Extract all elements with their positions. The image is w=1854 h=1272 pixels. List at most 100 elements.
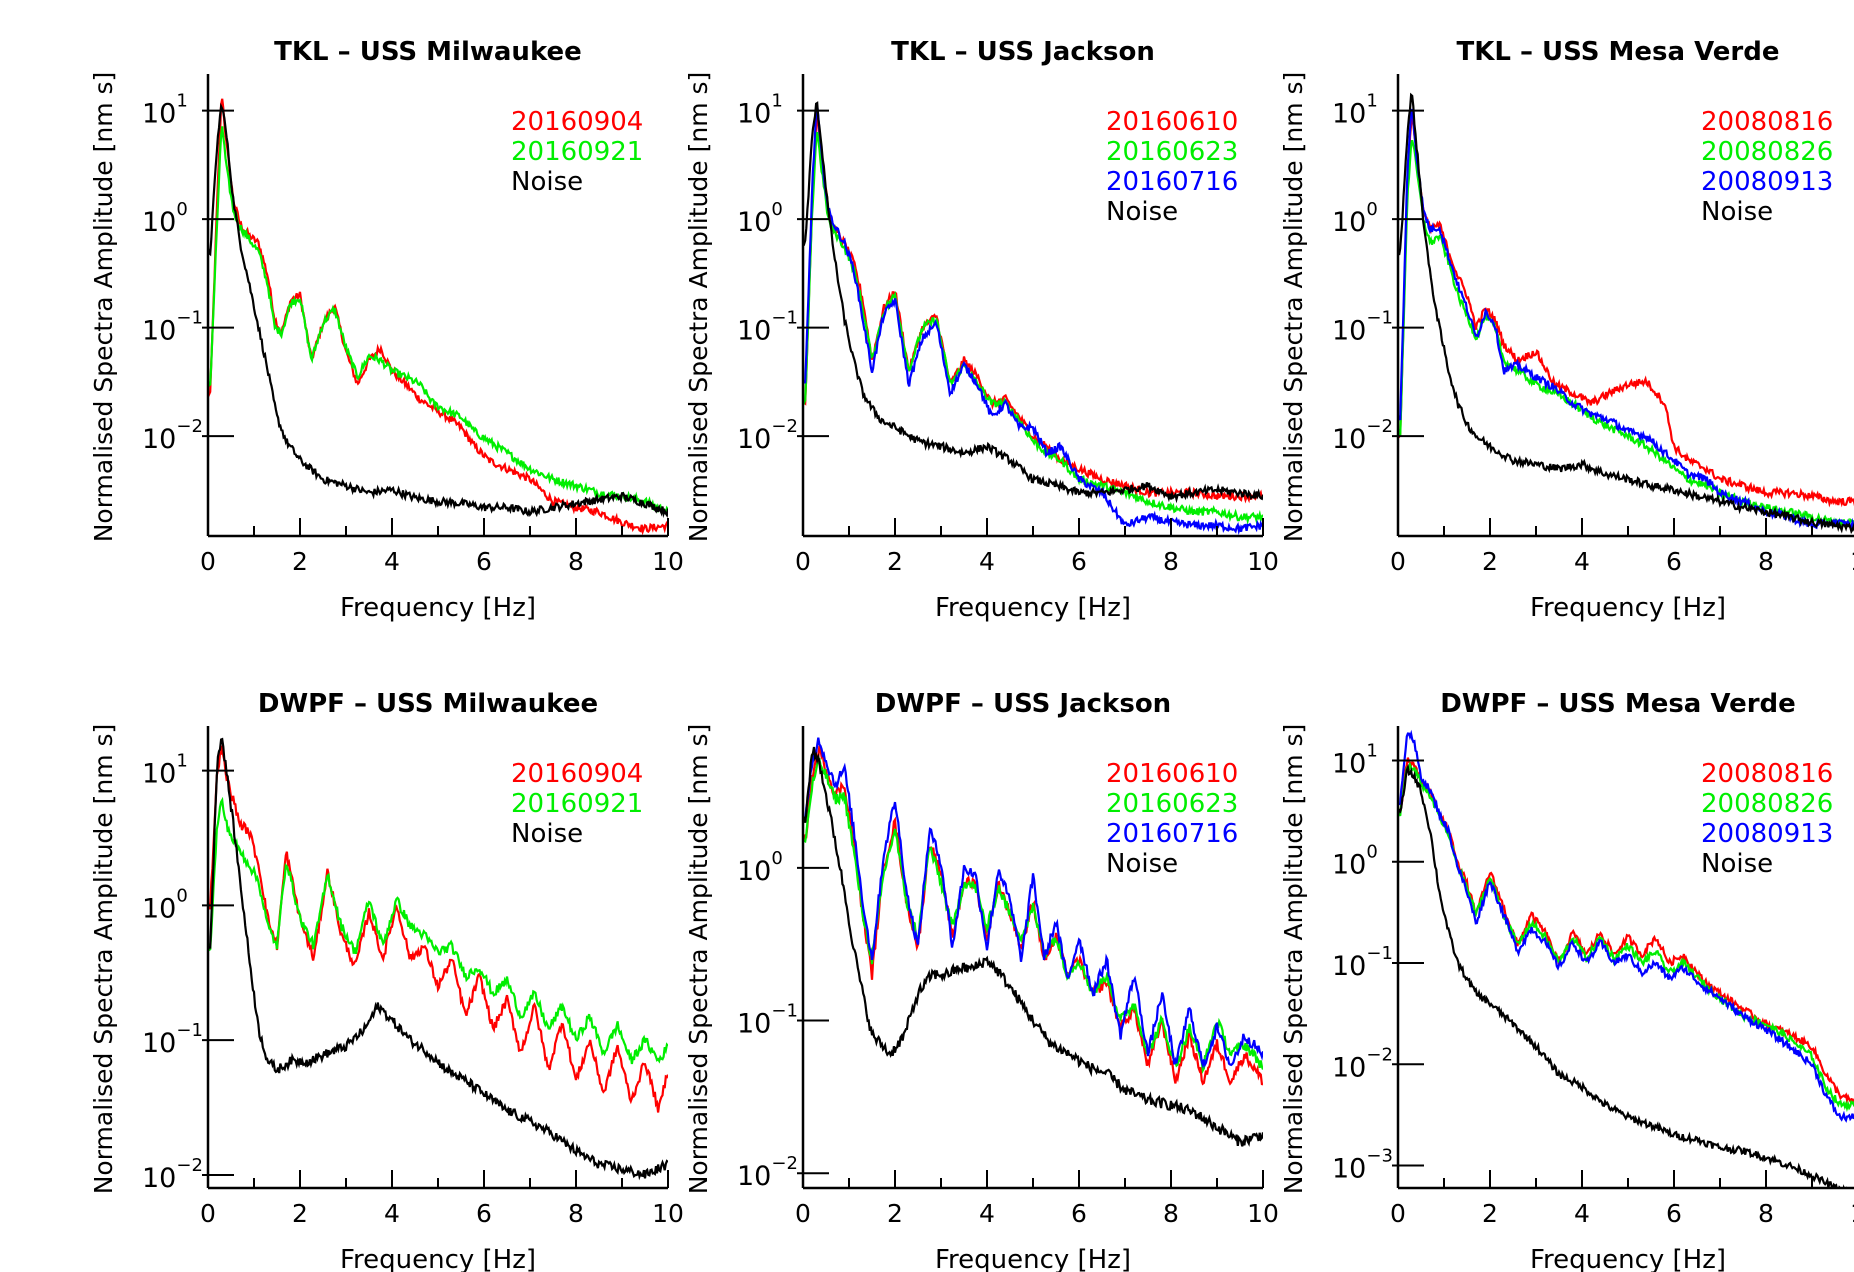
panel-title: TKL – USS Milwaukee [274,37,582,67]
x-tick-label: 10 [652,547,684,576]
legend-entry-20080826: 20080826 [1701,137,1833,167]
x-tick-label: 4 [1574,1199,1590,1228]
x-tick-label: 0 [1390,547,1406,576]
y-tick-label: 101 [1332,740,1378,779]
series-line-20160921 [208,796,668,1065]
x-tick-label: 0 [795,547,811,576]
y-tick-label: 10−2 [142,416,203,455]
legend-entry-20160904: 20160904 [511,759,643,789]
series-line-noise [1398,92,1854,535]
y-tick-label: 101 [1332,91,1378,130]
y-tick-exponent: 1 [771,91,782,112]
y-tick-label: 10−2 [1332,1044,1393,1083]
x-tick-label: 10 [1247,547,1279,576]
x-tick-label: 4 [384,547,400,576]
y-tick-exponent: 0 [771,199,782,220]
x-tick-label: 0 [200,1199,216,1228]
series-line-20160623 [803,757,1263,1075]
series-line-20160716 [803,737,1263,1069]
legend-entry-20160904: 20160904 [511,107,643,137]
legend-entry-noise: Noise [511,819,583,849]
y-tick-exponent: −2 [176,416,203,437]
y-tick-exponent: 1 [176,91,187,112]
legend-entry-20080816: 20080816 [1701,107,1833,137]
x-tick-label: 2 [887,547,903,576]
y-tick-label: 10−1 [737,308,798,347]
x-tick-label: 8 [1758,1199,1774,1228]
panel-5: 0 2 4 6 8 10 100 10−1 10−2 DWPF – USS Jackson Freq… [684,689,1279,1272]
y-tick-exponent: −1 [771,1001,798,1022]
y-tick-exponent: −1 [1366,943,1393,964]
y-tick-exponent: 1 [176,751,187,772]
y-tick-exponent: −2 [1366,1044,1393,1065]
series-line-noise [803,101,1263,504]
y-tick-exponent: 0 [1366,842,1377,863]
y-tick-label: 10−1 [142,308,203,347]
y-tick-label: 10−2 [1332,416,1393,455]
x-tick-label: 4 [979,547,995,576]
x-tick-label: 0 [200,547,216,576]
y-tick-exponent: 0 [771,848,782,869]
y-tick-label: 10−3 [1332,1146,1393,1185]
y-tick-exponent: −3 [1366,1146,1393,1167]
series-line-20160623 [803,132,1263,526]
legend-entry-noise: Noise [1701,849,1773,879]
legend-entry-20080826: 20080826 [1701,789,1833,819]
series-line-20080913 [1398,108,1854,531]
x-tick-label: 6 [1071,547,1087,576]
y-tick-label: 100 [737,848,783,887]
y-tick-exponent: −1 [176,308,203,329]
x-axis-label: Frequency [Hz] [935,593,1131,623]
series-line-20080826 [1398,139,1854,529]
y-tick-label: 100 [142,199,188,238]
x-tick-label: 4 [979,1199,995,1228]
y-tick-exponent: −2 [1366,416,1393,437]
y-tick-exponent: −2 [771,1153,798,1174]
x-tick-label: 1 [1850,1199,1854,1228]
y-tick-label: 10−1 [142,1020,203,1059]
y-axis-label: Normalised Spectra Amplitude [nm s] [1279,724,1308,1195]
legend-entry-20160623: 20160623 [1106,137,1238,167]
legend-entry-20160610: 20160610 [1106,759,1238,789]
legend-entry-noise: Noise [1106,849,1178,879]
x-tick-label: 8 [1163,1199,1179,1228]
y-axis-label: Normalised Spectra Amplitude [nm s] [1279,72,1308,543]
legend-entry-noise: Noise [1106,197,1178,227]
y-tick-exponent: −2 [176,1155,203,1176]
panel-title: DWPF – USS Mesa Verde [1440,689,1796,719]
y-tick-label: 100 [1332,842,1378,881]
x-tick-label: 6 [1071,1199,1087,1228]
y-tick-exponent: −1 [176,1020,203,1041]
legend-entry-20160716: 20160716 [1106,819,1238,849]
y-tick-label: 101 [142,751,188,790]
series-line-20160716 [803,105,1263,536]
x-axis-label: Frequency [Hz] [1530,1245,1726,1272]
legend-entry-20160623: 20160623 [1106,789,1238,819]
x-axis-label: Frequency [Hz] [1530,593,1726,623]
y-tick-exponent: 0 [176,885,187,906]
x-tick-label: 8 [568,1199,584,1228]
legend-entry-20160921: 20160921 [511,789,643,819]
legend-entry-20080816: 20080816 [1701,759,1833,789]
x-tick-label: 2 [1482,1199,1498,1228]
y-axis-label: Normalised Spectra Amplitude [nm s] [684,724,713,1195]
y-axis-label: Normalised Spectra Amplitude [nm s] [684,72,713,543]
y-tick-label: 100 [1332,199,1378,238]
x-tick-label: 2 [292,547,308,576]
legend-entry-noise: Noise [1701,197,1773,227]
x-axis-label: Frequency [Hz] [935,1245,1131,1272]
y-tick-exponent: −1 [1366,308,1393,329]
y-tick-label: 100 [142,885,188,924]
panel-title: DWPF – USS Milwaukee [258,689,598,719]
x-tick-label: 6 [476,1199,492,1228]
series-line-noise [208,737,668,1181]
y-tick-label: 10−2 [142,1155,203,1194]
legend-entry-20080913: 20080913 [1701,819,1833,849]
panel-title: TKL – USS Mesa Verde [1457,37,1780,67]
x-tick-label: 4 [1574,547,1590,576]
y-tick-label: 100 [737,199,783,238]
y-tick-exponent: −2 [771,416,798,437]
